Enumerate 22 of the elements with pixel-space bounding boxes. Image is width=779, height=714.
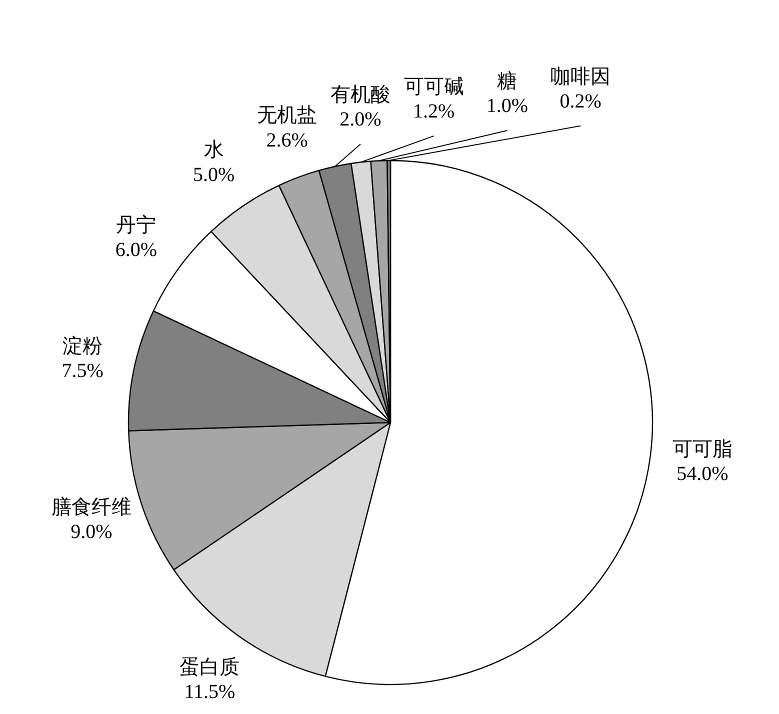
data-label: 2.6% (266, 129, 308, 152)
slice-label: 咖啡因 (550, 66, 611, 88)
slice-label: 有机酸 (330, 84, 390, 106)
data-label: 2.0% (340, 108, 382, 131)
data-label: 6.0% (115, 239, 157, 262)
data-label: 1.0% (486, 95, 528, 118)
data-label: 11.5% (184, 681, 236, 704)
slice-label: 可可脂 (672, 438, 732, 461)
slice-label: 可可碱 (404, 76, 464, 98)
slice-label: 水 (204, 139, 224, 162)
data-label: 54.0% (676, 463, 728, 486)
slice-label: 膳食纤维 (51, 495, 132, 518)
data-label: 7.5% (62, 360, 104, 382)
slice-label: 糖 (497, 70, 518, 93)
slice-label: 淀粉 (62, 335, 103, 358)
slice-label: 无机盐 (257, 104, 318, 127)
slice-label: 蛋白质 (180, 656, 240, 678)
data-label: 9.0% (70, 520, 112, 543)
data-label: 0.2% (560, 90, 602, 112)
data-label: 5.0% (192, 164, 235, 186)
slice-label: 丹宁 (116, 214, 156, 236)
data-label: 1.2% (413, 100, 455, 123)
